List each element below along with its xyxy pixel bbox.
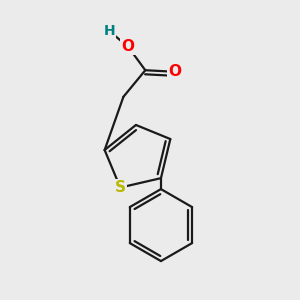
Text: S: S <box>115 180 126 195</box>
Text: H: H <box>103 24 115 38</box>
Text: O: O <box>169 64 182 79</box>
Text: O: O <box>122 39 135 54</box>
